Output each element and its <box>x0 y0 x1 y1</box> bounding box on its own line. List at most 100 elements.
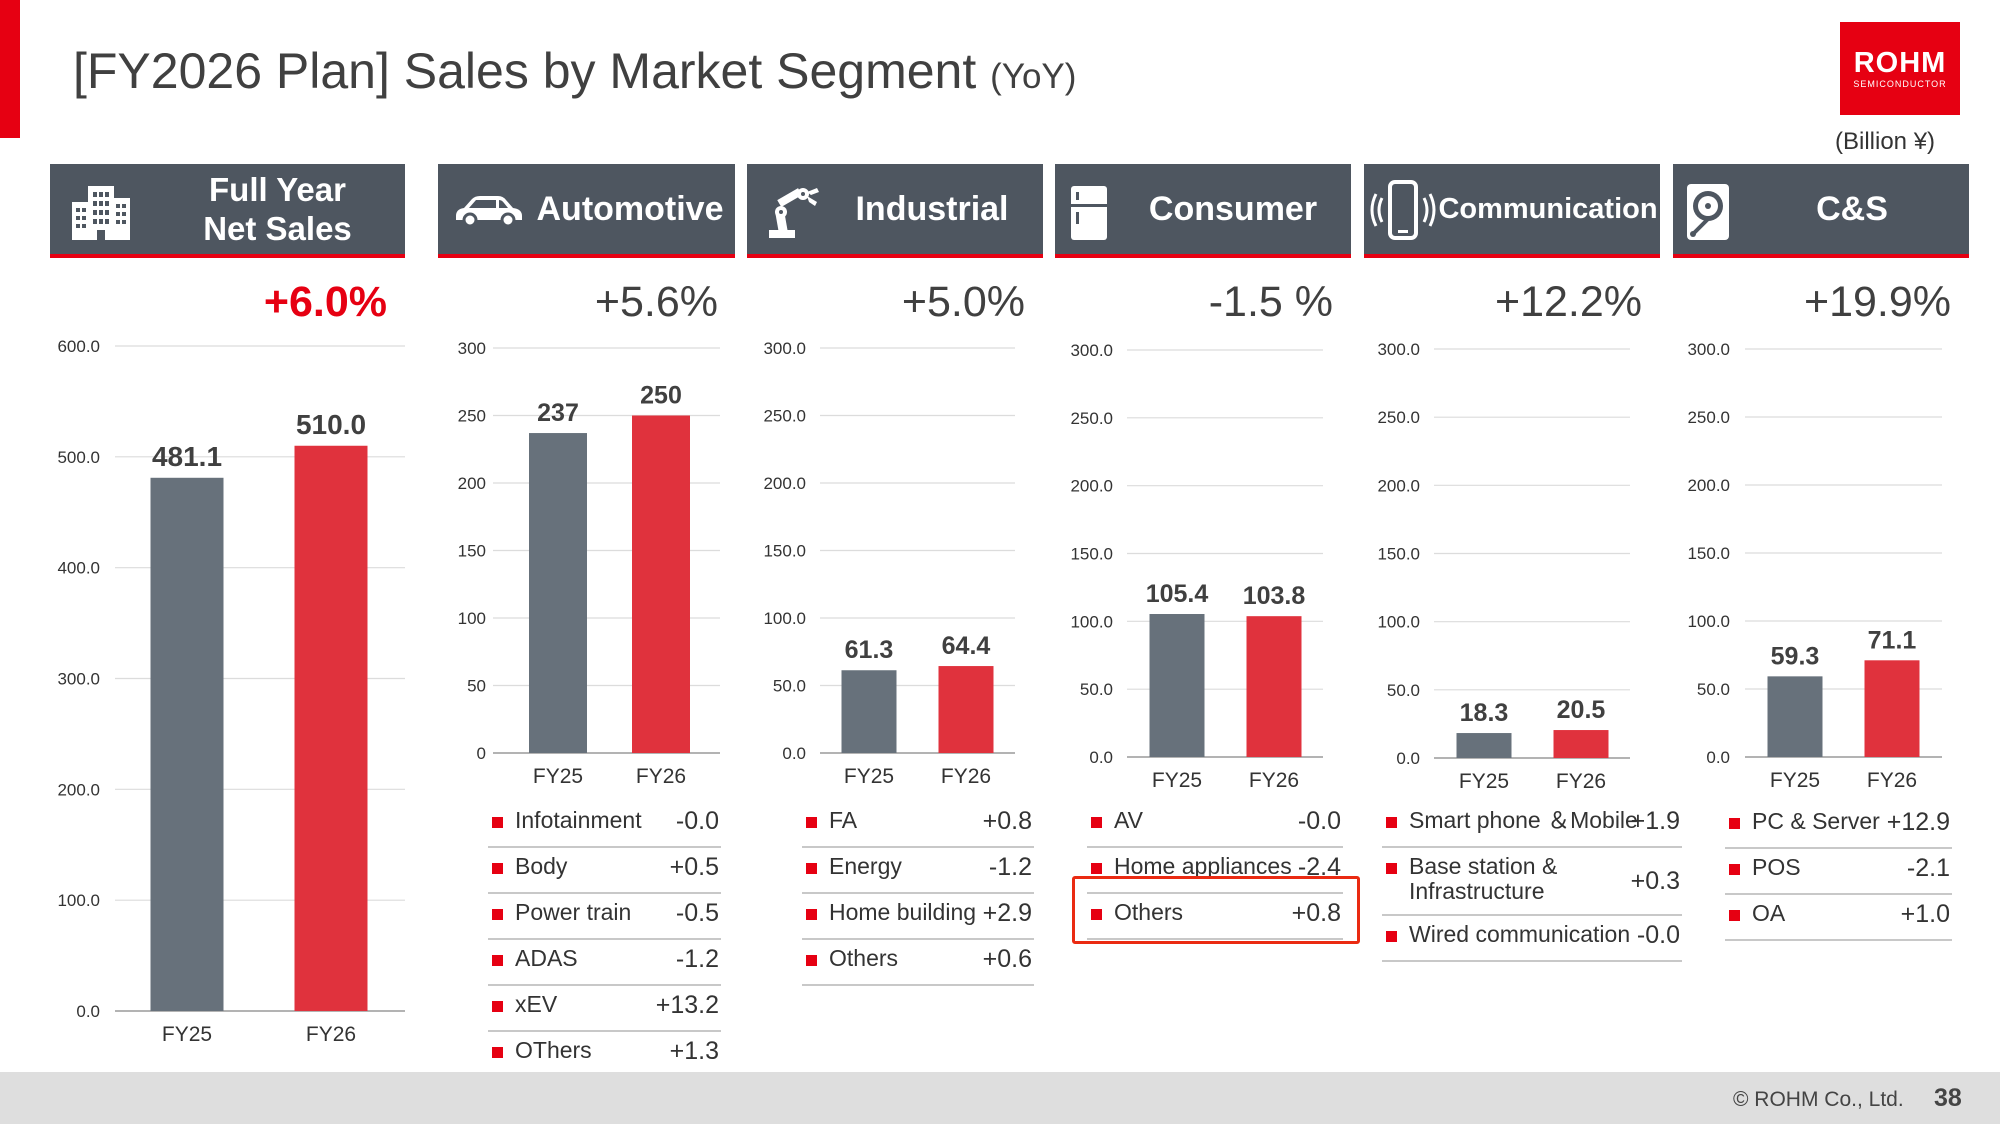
breakdown-value: -2.1 <box>1907 854 1950 883</box>
bullet-square-icon <box>1386 931 1397 942</box>
data-label: 105.4 <box>1146 580 1209 608</box>
data-label: 510.0 <box>296 409 366 440</box>
breakdown-row: OA +1.0 <box>1725 895 1952 941</box>
breakdown-row: POS -2.1 <box>1725 849 1952 895</box>
y-tick-label: 300.0 <box>1377 340 1420 359</box>
breakdown-value: +13.2 <box>656 991 719 1020</box>
y-tick-label: 100.0 <box>763 609 806 628</box>
copyright: © ROHM Co., Ltd. <box>1733 1088 1904 1112</box>
y-tick-label: 0.0 <box>782 744 806 763</box>
breakdown-label: ADAS <box>515 946 578 971</box>
breakdown-label: Base station & Infrastructure <box>1409 854 1557 904</box>
breakdown-label: AV <box>1114 808 1143 833</box>
bar-fy25 <box>1768 676 1823 757</box>
breakdown-label: POS <box>1752 855 1801 880</box>
breakdown-row: Base station & Infrastructure +0.3 <box>1382 848 1682 916</box>
bar-fy26 <box>1865 660 1920 757</box>
bullet-square-icon <box>492 955 503 966</box>
y-tick-label: 300.0 <box>57 670 100 689</box>
highlight-box <box>1072 876 1360 944</box>
bar-fy26 <box>1247 616 1302 757</box>
x-tick-label: FY26 <box>306 1023 356 1046</box>
bullet-square-icon <box>806 955 817 966</box>
y-tick-label: 200.0 <box>1377 476 1420 495</box>
y-tick-label: 100 <box>458 609 486 628</box>
data-label: 64.4 <box>942 632 991 660</box>
data-label: 250 <box>640 382 682 410</box>
breakdown-value: -1.2 <box>676 945 719 974</box>
y-tick-label: 500.0 <box>57 448 100 467</box>
bullet-square-icon <box>1091 817 1102 828</box>
breakdown-value: -0.0 <box>676 807 719 836</box>
y-tick-label: 150.0 <box>1377 545 1420 564</box>
data-label: 103.8 <box>1243 582 1306 610</box>
x-tick-label: FY26 <box>1249 769 1299 792</box>
y-tick-label: 200.0 <box>763 474 806 493</box>
y-tick-label: 0.0 <box>1089 748 1113 767</box>
bar-fy25 <box>151 478 224 1011</box>
bullet-square-icon <box>492 817 503 828</box>
data-label: 18.3 <box>1460 699 1509 727</box>
bar-fy25 <box>1150 614 1205 757</box>
breakdown-label: xEV <box>515 992 557 1017</box>
breakdown-label: Wired communication <box>1409 922 1630 947</box>
x-tick-label: FY26 <box>1556 770 1606 793</box>
breakdown-row: Others +0.6 <box>802 940 1034 986</box>
y-tick-label: 150.0 <box>1070 545 1113 564</box>
breakdown-label: Others <box>829 946 898 971</box>
page-number: 38 <box>1934 1084 1962 1113</box>
bullet-square-icon <box>492 1047 503 1058</box>
breakdown-value: +1.9 <box>1631 807 1680 836</box>
y-tick-label: 0.0 <box>1706 748 1730 767</box>
y-tick-label: 250.0 <box>763 407 806 426</box>
breakdown-label: Infotainment <box>515 808 642 833</box>
breakdown-row: Energy -1.2 <box>802 848 1034 894</box>
x-tick-label: FY25 <box>533 765 583 788</box>
bar-fy26 <box>939 666 994 753</box>
breakdown-value: +1.0 <box>1901 900 1950 929</box>
x-tick-label: FY26 <box>636 765 686 788</box>
x-tick-label: FY25 <box>1152 769 1202 792</box>
breakdown-label: OA <box>1752 901 1785 926</box>
y-tick-label: 50 <box>467 677 486 696</box>
bullet-square-icon <box>492 1001 503 1012</box>
breakdown-value: +1.3 <box>670 1037 719 1066</box>
breakdown-row: Infotainment -0.0 <box>488 802 721 848</box>
bar-fy25 <box>842 670 897 753</box>
bullet-square-icon <box>492 863 503 874</box>
breakdown-row: ADAS -1.2 <box>488 940 721 986</box>
y-tick-label: 300 <box>458 339 486 358</box>
y-tick-label: 0.0 <box>76 1002 100 1021</box>
y-tick-label: 100.0 <box>1377 613 1420 632</box>
bar-fy25 <box>1457 733 1512 758</box>
data-label: 237 <box>537 399 579 427</box>
y-tick-label: 300.0 <box>1070 341 1113 360</box>
data-label: 481.1 <box>152 441 222 472</box>
x-tick-label: FY25 <box>1770 769 1820 792</box>
bullet-square-icon <box>492 909 503 920</box>
breakdown-value: +0.8 <box>983 807 1032 836</box>
y-tick-label: 300.0 <box>763 339 806 358</box>
y-tick-label: 200 <box>458 474 486 493</box>
breakdown-value: +0.6 <box>983 945 1032 974</box>
x-tick-label: FY25 <box>1459 770 1509 793</box>
bullet-square-icon <box>1729 818 1740 829</box>
breakdown-label: Power train <box>515 900 631 925</box>
breakdown-label: Home building <box>829 900 976 925</box>
breakdown-value: +0.3 <box>1631 867 1680 896</box>
breakdown-row: Wired communication-0.0 <box>1382 916 1682 962</box>
bullet-square-icon <box>1386 863 1397 874</box>
breakdown-label: OThers <box>515 1038 592 1063</box>
y-tick-label: 0 <box>477 744 486 763</box>
y-tick-label: 300.0 <box>1687 340 1730 359</box>
bar-fy26 <box>295 446 368 1011</box>
breakdown-value: +0.5 <box>670 853 719 882</box>
y-tick-label: 200.0 <box>1687 476 1730 495</box>
breakdown-row: AV-0.0 <box>1087 802 1343 848</box>
breakdown-row: Smart phone ＆Mobile+1.9 <box>1382 802 1682 848</box>
breakdown-value: -1.2 <box>989 853 1032 882</box>
breakdown-row: PC & Server+12.9 <box>1725 803 1952 849</box>
y-tick-label: 50.0 <box>1697 680 1730 699</box>
breakdown-label: Energy <box>829 854 902 879</box>
breakdown-label: PC & Server <box>1752 809 1880 834</box>
